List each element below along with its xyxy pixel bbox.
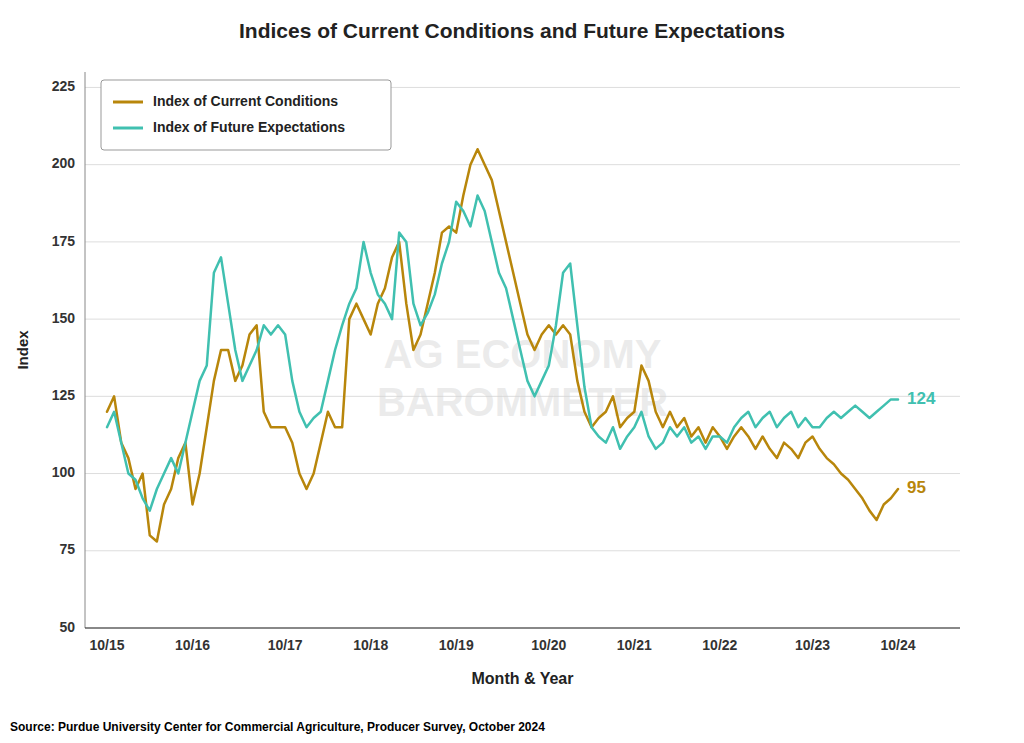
grid-line	[85, 241, 960, 242]
x-tick-label: 10/19	[439, 637, 474, 653]
legend-label: Index of Future Expectations	[153, 119, 345, 135]
grid	[85, 87, 960, 628]
x-tick-label: 10/15	[89, 637, 124, 653]
annotations: AG ECONOMYBAROMMETER	[377, 332, 668, 424]
legend: Index of Current Conditions Index of Futu…	[101, 80, 391, 150]
watermark: AG ECONOMYBAROMMETER	[377, 332, 668, 424]
watermark-line: AG ECONOMY	[384, 332, 662, 376]
y-axis-title: Index	[14, 330, 31, 370]
end-label: 95	[907, 478, 926, 497]
legend-swatch	[113, 127, 143, 130]
legend-swatch	[113, 101, 143, 104]
x-axis-title: Month & Year	[472, 670, 574, 687]
y-tick-label: 100	[52, 464, 76, 480]
x-tick-label: 10/22	[702, 637, 737, 653]
y-tick-label: 200	[52, 155, 76, 171]
grid-line	[85, 550, 960, 551]
x-tick-label: 10/17	[268, 637, 303, 653]
y-tick-label: 225	[52, 78, 76, 94]
y-tick-label: 175	[52, 233, 76, 249]
series-lines	[107, 149, 898, 541]
watermark-line: BAROMMETER	[377, 380, 668, 424]
x-tick-label: 10/20	[531, 637, 566, 653]
chart: Indices of Current Conditions and Future…	[0, 0, 1024, 743]
x-tick-label: 10/21	[617, 637, 652, 653]
grid-line	[85, 164, 960, 165]
x-tick-label: 10/18	[353, 637, 388, 653]
grid-line	[85, 473, 960, 474]
title: Indices of Current Conditions and Future…	[239, 19, 785, 42]
series-line	[107, 149, 898, 541]
y-axis-line	[85, 72, 86, 628]
source-note: Source: Purdue University Center for Com…	[10, 720, 545, 734]
y-tick-label: 150	[52, 310, 76, 326]
y-tick-label: 75	[59, 541, 75, 557]
legend-label: Index of Current Conditions	[153, 93, 338, 109]
x-axis-line	[85, 628, 960, 629]
y-tick-label: 125	[52, 387, 76, 403]
grid-line	[85, 628, 960, 629]
end-label: 124	[907, 389, 936, 408]
grid-line	[85, 319, 960, 320]
series-line	[107, 196, 898, 511]
x-tick-label: 10/24	[880, 637, 915, 653]
y-tick-label: 50	[59, 619, 75, 635]
x-tick-label: 10/16	[175, 637, 210, 653]
background	[0, 0, 1024, 743]
x-tick-label: 10/23	[795, 637, 830, 653]
legend-box	[101, 80, 391, 150]
